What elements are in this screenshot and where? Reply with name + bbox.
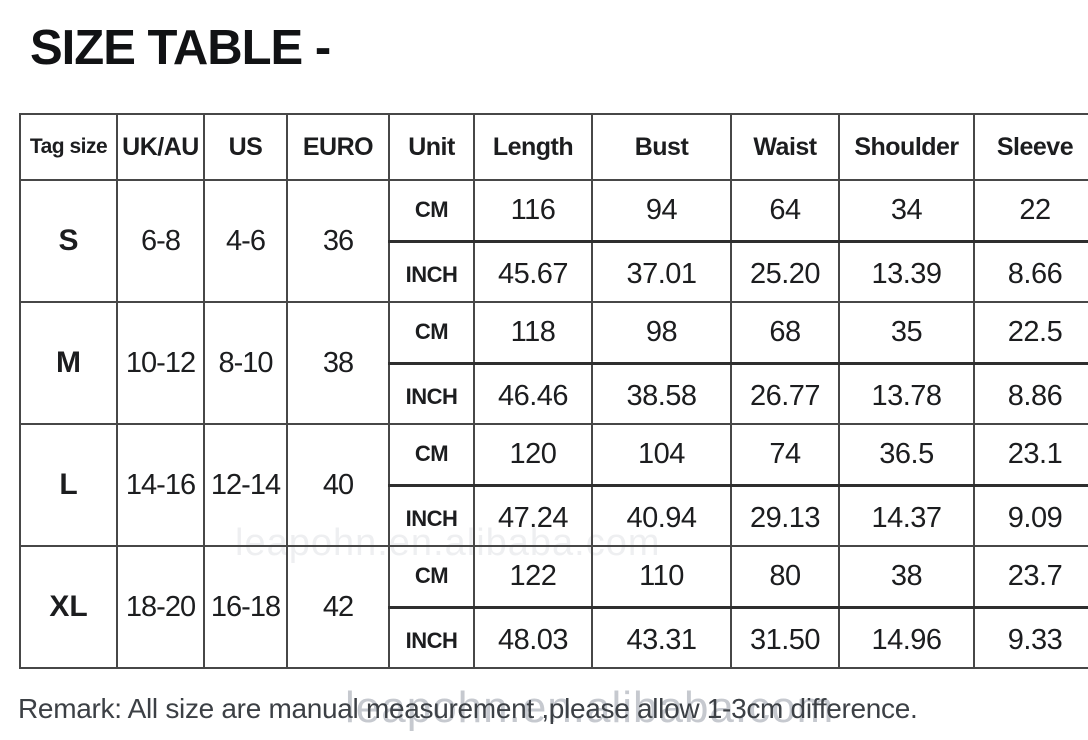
unit-cm-label: CM [388,423,475,487]
euro-cell: 38 [286,301,390,425]
size-row-m-inch: INCH 46.46 38.58 26.77 13.78 8.86 [20,362,1088,425]
uk-au-cell: 6-8 [116,179,205,303]
sleeve-inch-value: 8.86 [973,362,1088,425]
size-row-l-inch: INCH 47.24 40.94 29.13 14.37 9.09 [20,484,1088,547]
column-header-us: US [203,113,288,181]
sleeve-cm-value: 23.7 [973,545,1088,609]
length-cm-value: 120 [473,423,593,487]
page-title: SIZE TABLE - [30,21,331,75]
waist-cm-value: 80 [730,545,840,609]
bust-cm-value: 110 [591,545,732,609]
length-cm-value: 118 [473,301,593,365]
length-inch-value: 46.46 [473,362,593,425]
unit-inch-label: INCH [388,484,475,547]
sleeve-inch-value: 8.66 [973,240,1088,303]
column-header-euro: EURO [286,113,390,181]
tag-size-cell: M [19,301,118,425]
unit-inch-label: INCH [388,362,475,425]
bust-cm-value: 104 [591,423,732,487]
header-row: Tag size UK/AU US EURO Unit Length Bust … [19,113,1088,181]
sleeve-cm-value: 23.1 [973,423,1088,487]
column-header-bust: Bust [591,113,732,181]
euro-cell: 40 [286,423,390,547]
shoulder-cm-value: 38 [838,545,975,609]
shoulder-inch-value: 13.39 [838,240,975,303]
waist-cm-value: 68 [730,301,840,365]
waist-inch-value: 29.13 [730,484,840,547]
size-row-m-cm: M 10-12 8-10 38 CM 118 98 68 35 22.5 [19,301,1088,425]
bust-inch-value: 40.94 [591,484,732,547]
unit-inch-label: INCH [388,240,475,303]
us-cell: 12-14 [203,423,288,547]
column-header-uk-au: UK/AU [116,113,205,181]
bust-cm-value: 94 [591,179,732,243]
remark-text: Remark: All size are manual measurement … [18,693,918,724]
size-row-s-cm: S 6-8 4-6 36 CM 116 94 64 34 22 [19,179,1088,303]
column-header-sleeve: Sleeve [973,113,1088,181]
uk-au-cell: 18-20 [116,545,205,669]
unit-inch-label: INCH [388,606,475,669]
size-row-l-cm: L 14-16 12-14 40 CM 120 104 74 36.5 23.1 [19,423,1088,547]
size-row-xl-cm: XL 18-20 16-18 42 CM 122 110 80 38 23.7 [19,545,1088,669]
us-cell: 16-18 [203,545,288,669]
size-table: Tag size UK/AU US EURO Unit Length Bust … [19,113,1088,669]
length-inch-value: 48.03 [473,606,593,669]
unit-cm-label: CM [388,545,475,609]
bust-inch-value: 38.58 [591,362,732,425]
column-header-length: Length [473,113,593,181]
us-cell: 4-6 [203,179,288,303]
waist-cm-value: 64 [730,179,840,243]
length-cm-value: 116 [473,179,593,243]
size-row-s-inch: INCH 45.67 37.01 25.20 13.39 8.66 [20,240,1088,303]
uk-au-cell: 10-12 [116,301,205,425]
shoulder-inch-value: 13.78 [838,362,975,425]
bust-inch-value: 43.31 [591,606,732,669]
bust-inch-value: 37.01 [591,240,732,303]
shoulder-inch-value: 14.96 [838,606,975,669]
waist-inch-value: 31.50 [730,606,840,669]
column-header-unit: Unit [388,113,475,181]
sleeve-inch-value: 9.33 [973,606,1088,669]
sleeve-cm-value: 22 [973,179,1088,243]
shoulder-cm-value: 36.5 [838,423,975,487]
shoulder-inch-value: 14.37 [838,484,975,547]
waist-inch-value: 25.20 [730,240,840,303]
sleeve-inch-value: 9.09 [973,484,1088,547]
size-row-xl-inch: INCH 48.03 43.31 31.50 14.96 9.33 [20,606,1088,669]
tag-size-cell: L [19,423,118,547]
waist-inch-value: 26.77 [730,362,840,425]
column-header-waist: Waist [730,113,840,181]
waist-cm-value: 74 [730,423,840,487]
length-inch-value: 45.67 [473,240,593,303]
tag-size-cell: S [19,179,118,303]
shoulder-cm-value: 34 [838,179,975,243]
tag-size-cell: XL [19,545,118,669]
euro-cell: 42 [286,545,390,669]
unit-cm-label: CM [388,179,475,243]
sleeve-cm-value: 22.5 [973,301,1088,365]
uk-au-cell: 14-16 [116,423,205,547]
bust-cm-value: 98 [591,301,732,365]
euro-cell: 36 [286,179,390,303]
unit-cm-label: CM [388,301,475,365]
column-header-shoulder: Shoulder [838,113,975,181]
us-cell: 8-10 [203,301,288,425]
length-cm-value: 122 [473,545,593,609]
length-inch-value: 47.24 [473,484,593,547]
shoulder-cm-value: 35 [838,301,975,365]
column-header-tag-size: Tag size [19,113,118,181]
